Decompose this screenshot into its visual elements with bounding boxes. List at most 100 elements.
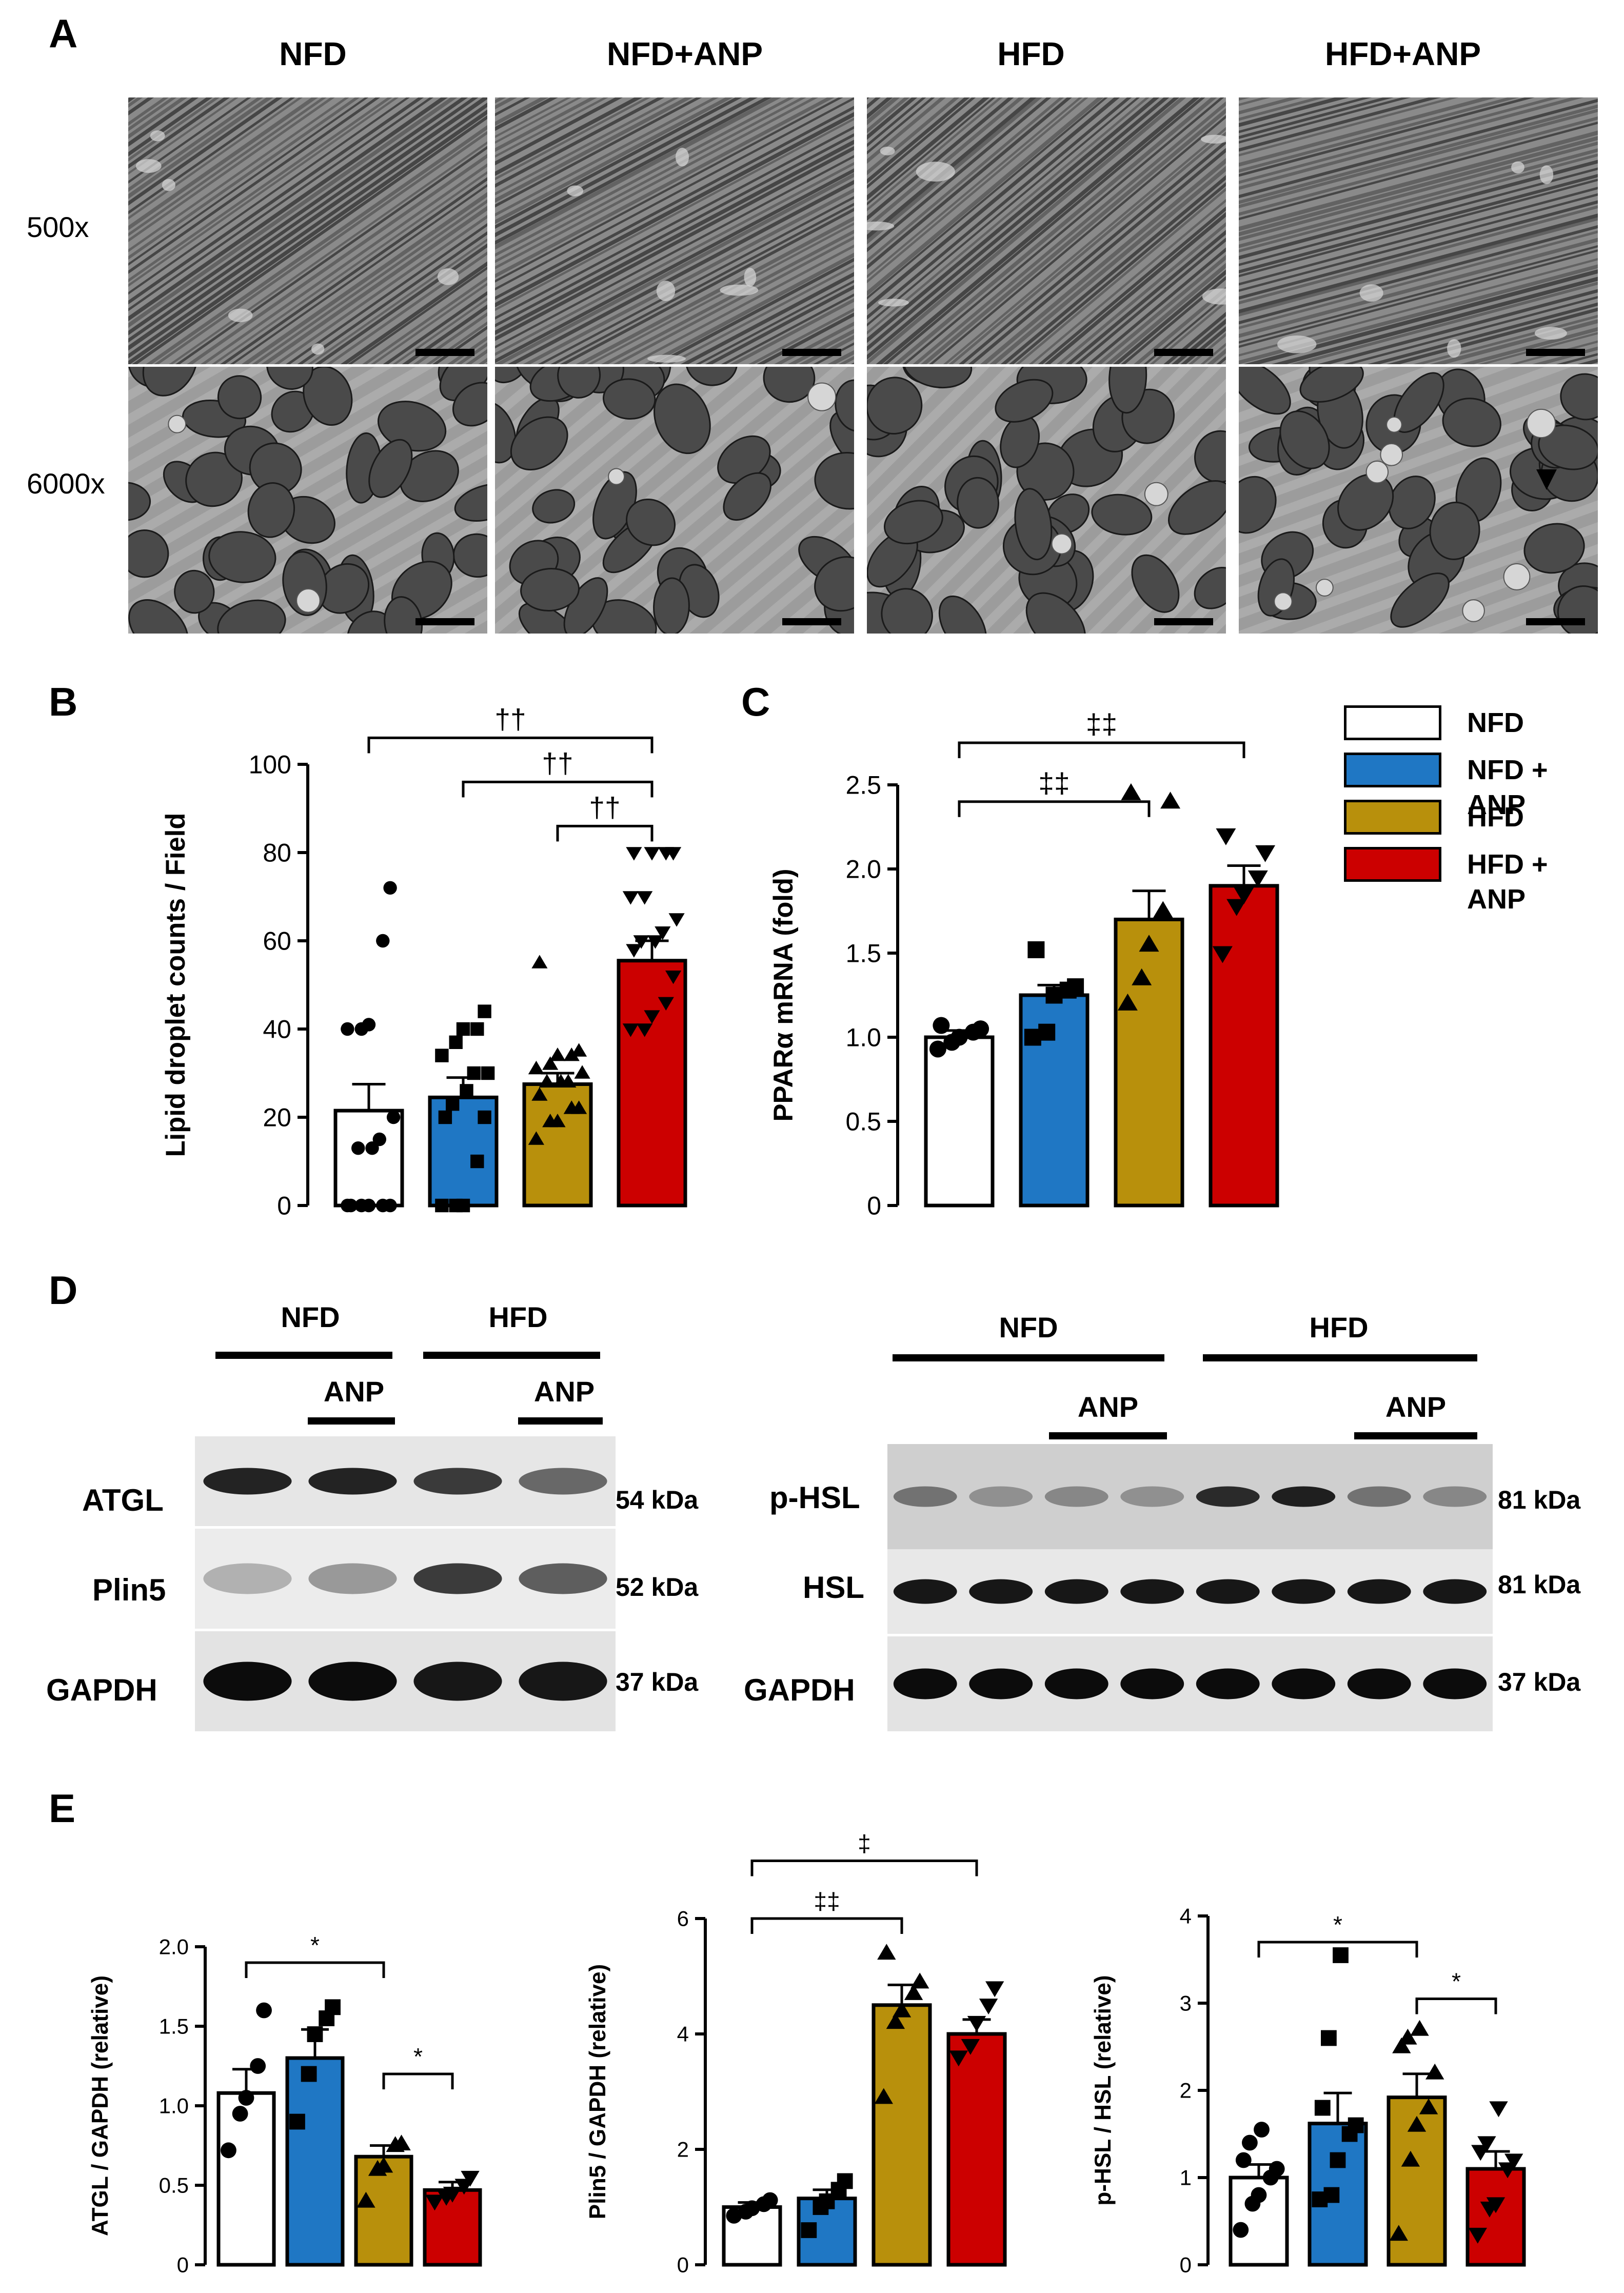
mitochondrion	[1442, 398, 1501, 447]
band	[308, 1468, 397, 1495]
significance-label: ‡‡	[1038, 767, 1070, 799]
fiber-stripe	[1239, 97, 1598, 196]
vacuole	[150, 130, 165, 142]
fiber-stripe	[495, 97, 854, 239]
data-point	[1392, 2037, 1411, 2053]
band	[969, 1668, 1033, 1699]
vacuole	[567, 185, 584, 196]
data-point	[1407, 2116, 1427, 2132]
fiber-stripe	[941, 139, 1226, 364]
fiber-stripe	[918, 102, 1226, 364]
blot-label-plin5: Plin5	[92, 1573, 166, 1607]
fiber-stripe	[184, 171, 487, 364]
data-point	[637, 891, 653, 905]
fiber-stripe	[948, 139, 1226, 364]
y-axis-label: Lipid droplet counts / Field	[161, 813, 191, 1157]
data-point	[549, 1047, 566, 1061]
vacuole	[1539, 165, 1554, 184]
fiber-stripe	[128, 97, 487, 364]
data-point	[904, 1984, 923, 2000]
band	[519, 1563, 607, 1594]
data-point	[238, 2090, 254, 2106]
y-tick-label: 40	[263, 1015, 291, 1044]
legend-label-hfd-anp: HFD + ANP	[1467, 849, 1548, 915]
fiber-stripe	[495, 113, 854, 364]
significance-label: *	[1452, 1968, 1461, 1995]
significance-bracket	[750, 1860, 978, 1876]
band	[893, 1579, 957, 1604]
significance-label: ‡‡	[1086, 708, 1117, 740]
fiber-stripe	[867, 97, 1226, 358]
fiber-stripe	[495, 97, 854, 197]
fiber-stripe	[495, 97, 854, 320]
blot-background	[887, 1444, 1493, 1549]
myofibril-band	[1239, 482, 1598, 634]
fiber-stripe	[867, 97, 1226, 364]
legend-swatch-nfd	[1344, 705, 1441, 740]
data-point	[221, 2142, 236, 2159]
vacuole	[720, 284, 759, 296]
fiber-stripe	[495, 97, 854, 323]
data-point	[1233, 2222, 1249, 2238]
band	[1044, 1486, 1108, 1507]
fiber-stripe	[868, 97, 1226, 364]
column-header-hfd-anp: HFD+ANP	[1324, 35, 1481, 72]
fiber-stripe	[495, 112, 854, 364]
fiber-stripe	[495, 97, 854, 214]
myofibril-band	[867, 367, 1226, 634]
bar-2	[1114, 917, 1184, 1208]
band	[1196, 1486, 1260, 1507]
band	[308, 1563, 397, 1594]
micrograph-6000x-2	[867, 367, 1226, 634]
fiber-stripe	[495, 97, 854, 260]
column-header-nfd-anp: NFD+ANP	[606, 35, 763, 72]
fiber-stripe	[517, 194, 854, 364]
data-point	[1330, 2152, 1346, 2168]
y-tick-label: 2	[1180, 2079, 1192, 2103]
fiber-stripe	[1239, 97, 1598, 232]
blot-gapdh-right	[887, 1636, 1493, 1731]
fiber-stripe	[128, 97, 487, 324]
significance-label: *	[413, 2043, 423, 2070]
fiber-stripe	[128, 97, 487, 364]
chart-B: 0 20 40 60 80 100 Lipid droplet counts / Field…	[161, 703, 687, 1220]
fiber-stripe	[128, 97, 487, 354]
fiber-stripe	[917, 151, 1226, 364]
data-point	[726, 2207, 742, 2224]
significance-bracket	[367, 736, 653, 754]
fiber-stripe	[1239, 231, 1598, 364]
fiber-stripe	[1239, 187, 1598, 337]
data-point	[877, 1944, 896, 1960]
data-point	[886, 2013, 905, 2029]
band	[308, 1662, 397, 1701]
myofibril-band	[128, 367, 487, 586]
significance-bracket	[958, 800, 1151, 817]
mitochondrion	[518, 602, 578, 634]
data-point	[1504, 2153, 1523, 2170]
mitochondrion	[174, 569, 215, 614]
scale-bar	[415, 349, 474, 356]
y-tick-label: 1.0	[845, 1023, 881, 1052]
fiber-stripe	[988, 163, 1226, 364]
data-point	[344, 1198, 358, 1213]
fiber-stripe	[495, 97, 854, 177]
fiber-stripe	[969, 164, 1226, 364]
band	[969, 1579, 1033, 1604]
myofibril-band	[495, 367, 854, 627]
panel-label-c: C	[741, 679, 770, 724]
chart-C: 0 0.5 1.0 1.5 2.0 2.5 PPARα mRNA (fold) ‡‡ ‡‡	[768, 708, 1279, 1220]
y-tick-label: 1	[1180, 2166, 1192, 2190]
y-tick-label: 6	[677, 1907, 689, 1931]
mitochondrion	[995, 379, 1054, 423]
bar-3	[946, 2032, 1007, 2267]
band	[969, 1486, 1033, 1507]
data-point	[1348, 2117, 1364, 2133]
fiber-stripe	[881, 97, 1226, 364]
data-point	[560, 1074, 577, 1088]
vacuole	[675, 147, 689, 167]
fiber-stripe	[523, 219, 854, 364]
micrograph-6000x-3	[1239, 367, 1598, 634]
lipid-droplet	[1386, 417, 1402, 433]
myofibril-band	[128, 386, 487, 634]
